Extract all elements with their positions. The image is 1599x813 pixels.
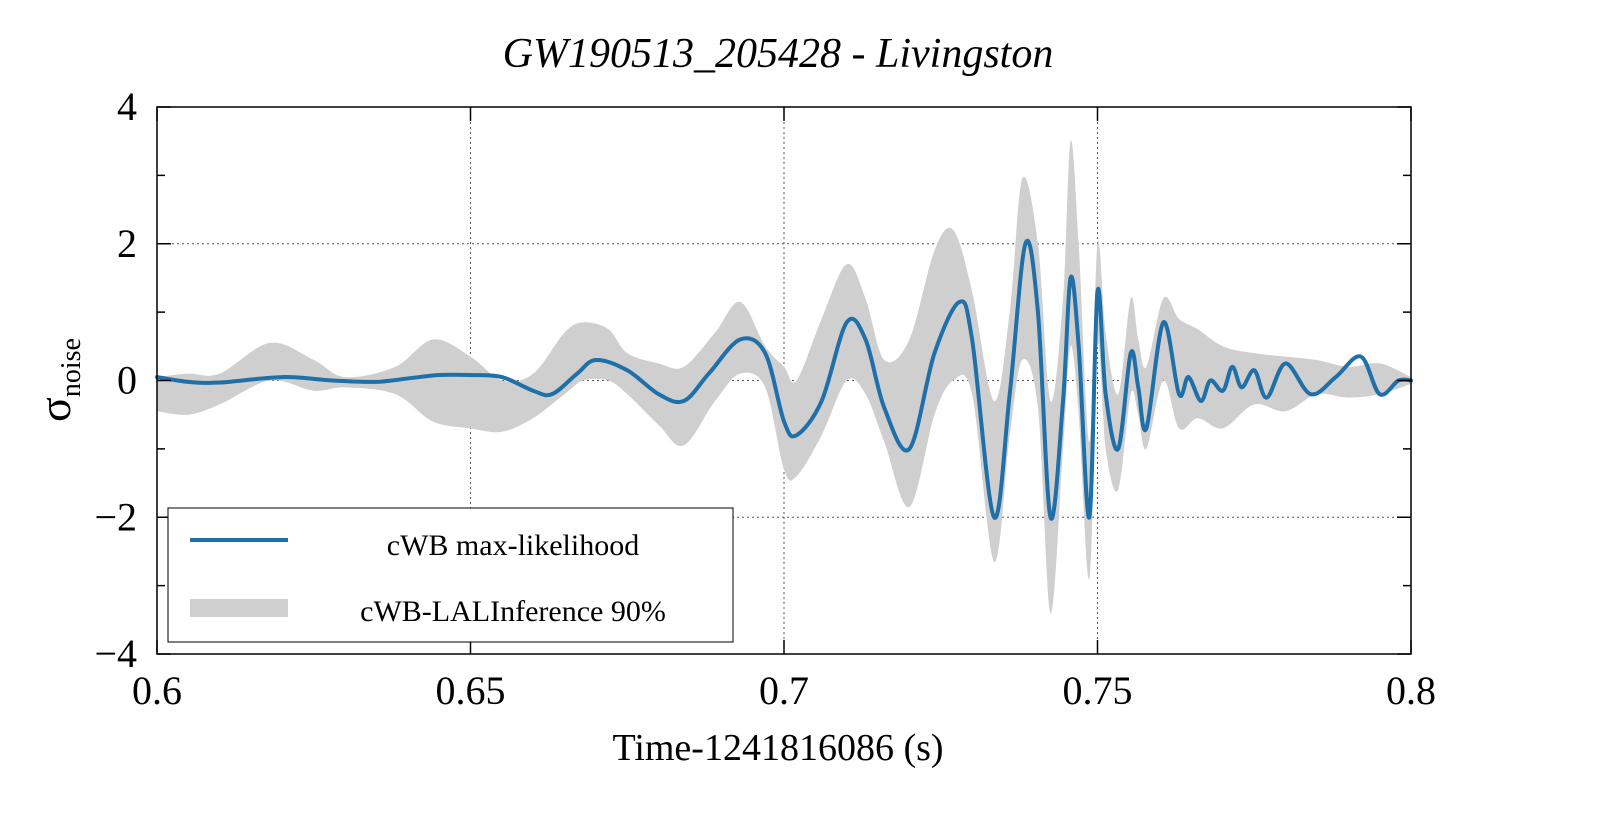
x-tick-label: 0.75 <box>1063 668 1133 713</box>
y-axis-label-symbol: σ <box>29 397 80 422</box>
series-line-max-likelihood <box>155 239 1413 521</box>
chart-title: GW190513_205428 - Livingston <box>503 31 1054 77</box>
axis-ticks <box>156 106 1412 655</box>
y-axis-label-subscript: noise <box>56 338 87 397</box>
band-layer <box>157 140 1411 614</box>
x-tick-label: 0.8 <box>1386 668 1436 713</box>
line-layer <box>155 239 1413 521</box>
x-tick-label: 0.65 <box>436 668 506 713</box>
legend: cWB max-likelihood cWB-LALInference 90% <box>167 507 734 643</box>
y-axis-label: σnoise <box>29 338 87 422</box>
legend-band-swatch <box>190 599 288 617</box>
y-tick-label: 2 <box>117 221 137 266</box>
legend-label-max-likelihood: cWB max-likelihood <box>387 529 639 562</box>
y-tick-label: −2 <box>94 494 137 539</box>
legend-label-lalinference: cWB-LALInference 90% <box>360 595 666 628</box>
x-tick-label: 0.6 <box>132 668 182 713</box>
x-axis-label: Time-1241816086 (s) <box>612 727 943 769</box>
y-tick-label: 4 <box>117 84 137 129</box>
legend-box <box>167 507 734 643</box>
x-tick-label: 0.7 <box>759 668 809 713</box>
y-tick-labels: 4 2 0 −2 −4 <box>94 84 137 676</box>
x-tick-labels: 0.6 0.65 0.7 0.75 0.8 <box>132 668 1436 713</box>
y-tick-label: 0 <box>117 358 137 403</box>
series-band-lalinference-90 <box>157 140 1411 614</box>
y-tick-label: −4 <box>94 631 137 676</box>
